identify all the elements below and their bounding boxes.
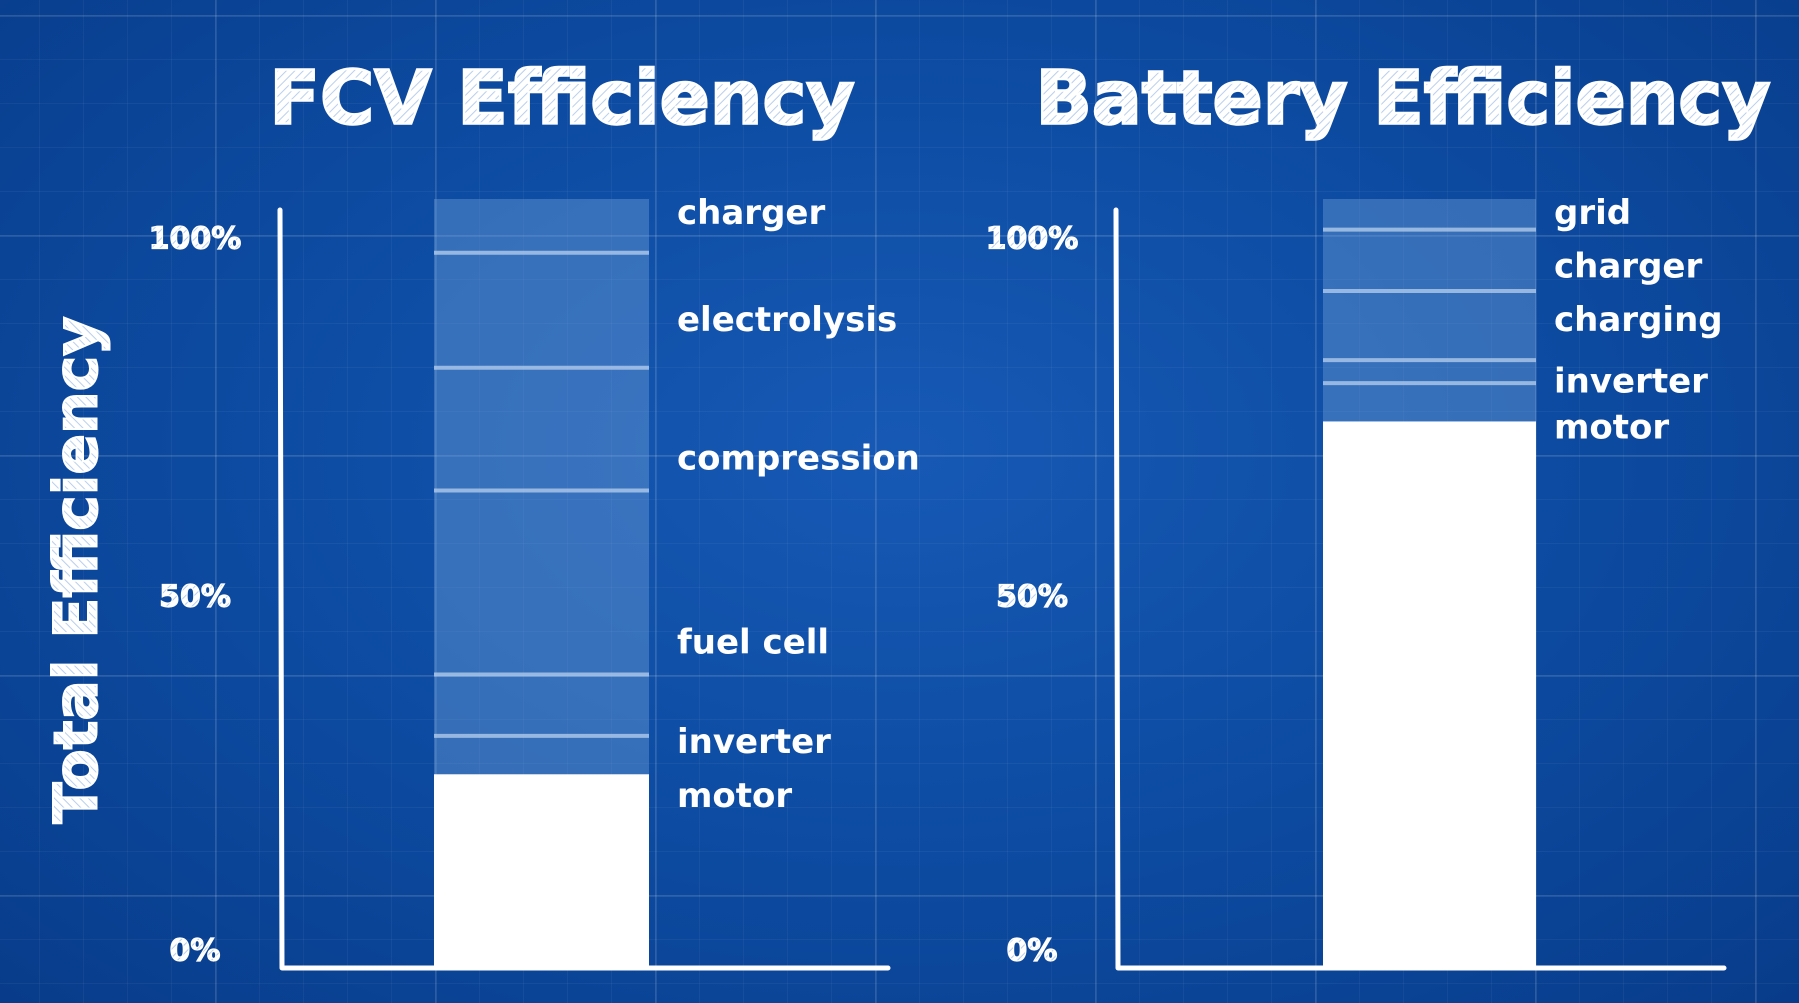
fcv-stage-label-electrolysis: electrolysis bbox=[677, 300, 897, 340]
panel-fcv: FCV Efficiency 0% 50% 100% charger electr… bbox=[148, 54, 920, 971]
fcv-tick-label-0: 0% bbox=[170, 934, 221, 969]
fcv-stage-label-charger: charger bbox=[677, 193, 825, 233]
fcv-stage-label-inverter: inverter bbox=[677, 722, 831, 762]
battery-stage-label-motor: motor bbox=[1554, 408, 1669, 448]
battery-tick-label-0: 0% bbox=[1007, 934, 1058, 969]
battery-chart-title: Battery Efficiency bbox=[1035, 56, 1770, 142]
battery-tick-label-50: 50% bbox=[996, 580, 1068, 615]
battery-stage-label-charger: charger bbox=[1554, 247, 1702, 287]
battery-stage-label-charging: charging bbox=[1554, 300, 1723, 340]
fcv-stage-labels: charger electrolysis compression fuel cell i… bbox=[677, 193, 920, 816]
y-axis-title: Total Efficiency bbox=[42, 317, 112, 824]
battery-axis bbox=[1113, 207, 1727, 971]
fcv-remaining-efficiency bbox=[434, 774, 649, 966]
fcv-axis bbox=[277, 207, 891, 971]
fcv-tick-label-50: 50% bbox=[159, 580, 231, 615]
fcv-stage-label-compression: compression bbox=[677, 438, 920, 478]
battery-stage-label-grid: grid bbox=[1554, 193, 1631, 233]
battery-remaining-efficiency bbox=[1323, 421, 1536, 966]
fcv-loss-region bbox=[434, 199, 649, 775]
fcv-bar bbox=[434, 199, 649, 966]
battery-tick-label-100: 100% bbox=[986, 222, 1079, 257]
battery-loss-region bbox=[1323, 199, 1536, 422]
fcv-stage-label-fuel-cell: fuel cell bbox=[677, 622, 829, 662]
battery-stage-label-inverter: inverter bbox=[1554, 362, 1708, 402]
fcv-chart-title: FCV Efficiency bbox=[269, 56, 854, 142]
fcv-stage-label-motor: motor bbox=[677, 776, 792, 816]
battery-bar bbox=[1323, 199, 1536, 966]
panel-battery: Battery Efficiency 0% 50% 100% grid charg… bbox=[985, 54, 1772, 971]
fcv-tick-label-100: 100% bbox=[149, 222, 242, 257]
battery-stage-labels: grid charger charging inverter motor bbox=[1554, 193, 1723, 448]
